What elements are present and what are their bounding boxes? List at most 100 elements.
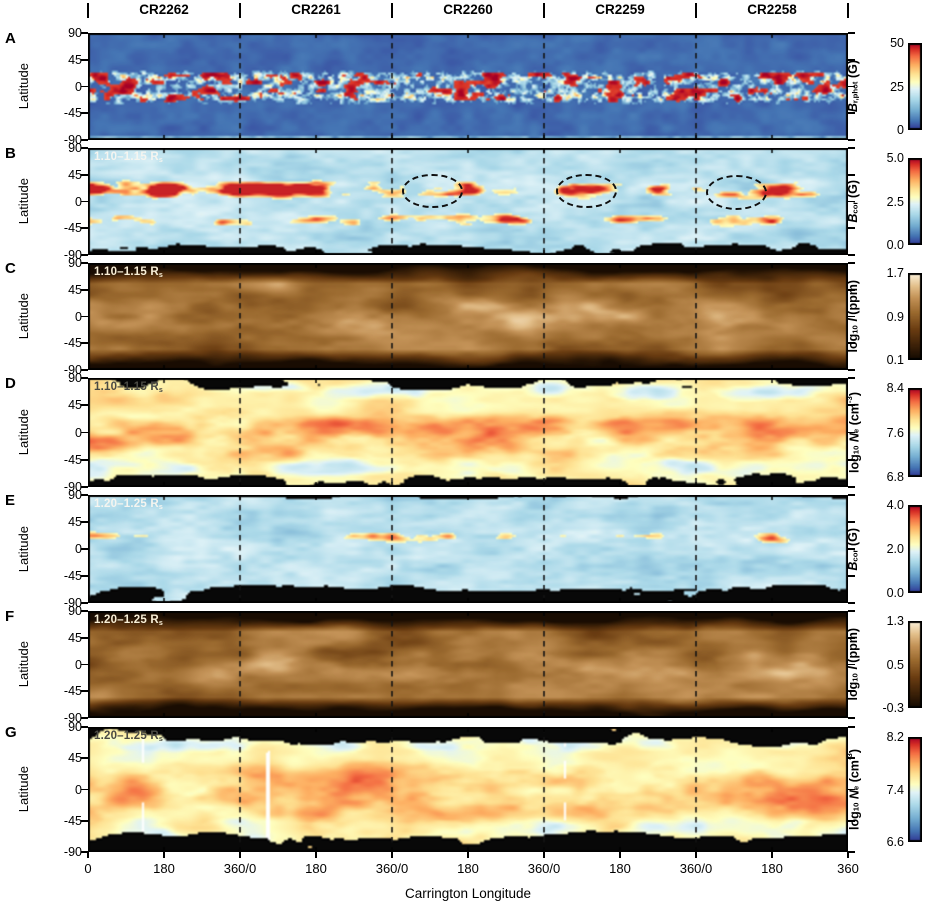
y-tick-label: 0 bbox=[75, 425, 82, 440]
label-part: cor bbox=[850, 201, 860, 214]
label-part: s bbox=[158, 271, 164, 280]
colorbar-C-tick-label: 0.1 bbox=[886, 353, 904, 367]
colorbar-C-title-text: log10 I (ppm) bbox=[846, 280, 860, 353]
colorbar-E-tick-label: 4.0 bbox=[886, 498, 904, 512]
y-tick-mark-left bbox=[81, 254, 88, 256]
y-tick-label: -45 bbox=[63, 452, 82, 467]
y-tick-label: 45 bbox=[68, 398, 82, 413]
x-tick-label: 180 bbox=[457, 861, 479, 876]
y-tick-label: 0 bbox=[75, 542, 82, 556]
y-axis-title-text: Latitude bbox=[15, 63, 31, 110]
y-tick-label: 90 bbox=[68, 371, 82, 385]
panel-D: 1.10–1.15 Rs bbox=[88, 378, 848, 487]
y-tick-mark-right bbox=[848, 575, 855, 577]
colorbar-C-tick-label: 0.9 bbox=[886, 309, 904, 324]
colorbar-B-tick-label: 0.0 bbox=[886, 238, 904, 252]
y-tick-mark-right bbox=[848, 458, 855, 461]
panel-letter-B: B bbox=[5, 145, 16, 162]
cr-boundary-tick bbox=[238, 3, 242, 18]
label-part: (ppm) bbox=[846, 628, 860, 667]
label-part: 1.10–1.15 R bbox=[94, 151, 159, 163]
panel-E-inset-label: 1.20–1.25 Rs bbox=[94, 498, 163, 511]
label-part: N bbox=[847, 433, 862, 446]
y-tick-label: -90 bbox=[63, 845, 82, 859]
colorbar-G-tick-label: 7.4 bbox=[886, 782, 904, 797]
y-tick-label: 45 bbox=[68, 630, 82, 645]
cr-boundary-tick bbox=[390, 3, 394, 18]
colorbar-A-tick-label: 0 bbox=[897, 123, 904, 137]
y-tick-mark-right bbox=[848, 139, 855, 141]
label-part: (G) bbox=[846, 60, 860, 82]
label-part: s bbox=[158, 386, 164, 395]
y-tick-label: 90 bbox=[68, 720, 82, 734]
y-tick-mark-left bbox=[81, 486, 88, 488]
y-tick-label: 45 bbox=[68, 515, 82, 529]
label-part: B bbox=[846, 103, 860, 113]
y-tick-mark-right bbox=[848, 717, 855, 719]
y-tick-mark-left bbox=[81, 494, 88, 496]
label-part: ) bbox=[847, 749, 862, 754]
panel-B: 1.10–1.15 Rs bbox=[88, 148, 848, 255]
y-tick-label: -90 bbox=[63, 363, 82, 377]
panel-letter-D: D bbox=[5, 375, 16, 392]
label-part: 10 bbox=[850, 325, 860, 334]
y-tick-mark-left bbox=[81, 369, 88, 371]
dashed-ellipse-annotation bbox=[706, 175, 768, 211]
colorbar-G bbox=[908, 737, 922, 842]
panel-G-heatmap bbox=[88, 727, 848, 852]
y-tick-mark-right bbox=[848, 262, 855, 264]
y-tick-label: 45 bbox=[68, 751, 82, 766]
y-tick-mark-left bbox=[81, 288, 88, 291]
y-tick-label: 90 bbox=[68, 604, 82, 618]
y-tick-mark-left bbox=[81, 32, 88, 34]
x-tick-label: 360/0 bbox=[527, 861, 561, 876]
label-part: (G) bbox=[846, 527, 860, 550]
y-axis-title: Latitude bbox=[12, 495, 34, 603]
colorbar-A-title-text: Br,phot (G) bbox=[846, 60, 860, 112]
y-tick-mark-left bbox=[81, 85, 88, 88]
colorbar-F-tick-label: -0.3 bbox=[882, 701, 904, 715]
y-tick-mark-right bbox=[848, 486, 855, 488]
colorbar-F-title: log10 I (ppm) bbox=[840, 611, 866, 718]
colorbar-E-tick-label: 2.0 bbox=[886, 542, 904, 556]
y-tick-mark-left bbox=[81, 404, 88, 407]
y-tick-mark-right bbox=[848, 726, 855, 728]
label-part: s bbox=[158, 735, 164, 744]
y-tick-label: -45 bbox=[63, 336, 82, 351]
x-tick-label: 360 bbox=[837, 861, 859, 876]
y-tick-label: 90 bbox=[68, 26, 82, 40]
colorbar-D-title: log10 Ne (cm-3) bbox=[840, 378, 866, 487]
x-tick-label: 180 bbox=[609, 861, 631, 876]
y-tick-mark-right bbox=[848, 58, 855, 61]
y-tick-mark-right bbox=[848, 431, 855, 434]
y-tick-label: -45 bbox=[63, 813, 82, 828]
y-tick-mark-left bbox=[81, 819, 88, 822]
colorbar-F-tick-label: 1.3 bbox=[886, 614, 904, 628]
y-tick-label: -45 bbox=[63, 221, 82, 236]
y-tick-mark-right bbox=[848, 819, 855, 822]
label-part: (G) bbox=[846, 180, 860, 202]
y-tick-mark-right bbox=[848, 690, 855, 693]
label-part: 10 bbox=[851, 802, 861, 812]
panel-F: 1.20–1.25 Rs bbox=[88, 611, 848, 718]
colorbar-E-title-text: Bcor (G) bbox=[846, 528, 860, 571]
y-tick-mark-right bbox=[848, 147, 855, 149]
y-tick-mark-right bbox=[848, 757, 855, 760]
colorbar-D bbox=[908, 388, 922, 477]
panel-D-heatmap bbox=[88, 378, 848, 487]
label-part: s bbox=[158, 156, 164, 165]
x-tick-mark bbox=[163, 852, 165, 858]
x-tick-mark bbox=[467, 852, 469, 858]
label-part: I bbox=[846, 666, 860, 674]
label-part: 1.10–1.15 R bbox=[94, 266, 159, 278]
y-axis-title: Latitude bbox=[12, 263, 34, 370]
y-tick-mark-right bbox=[848, 663, 855, 666]
y-tick-label: -90 bbox=[63, 248, 82, 262]
colorbar-C-title: log10 I (ppm) bbox=[840, 263, 866, 370]
panel-letter-E: E bbox=[5, 492, 16, 509]
y-tick-mark-right bbox=[848, 548, 855, 550]
label-part: -3 bbox=[844, 396, 854, 404]
x-tick-label: 180 bbox=[305, 861, 327, 876]
colorbar-A-title: Br,phot (G) bbox=[840, 33, 866, 140]
y-tick-mark-left bbox=[81, 458, 88, 461]
